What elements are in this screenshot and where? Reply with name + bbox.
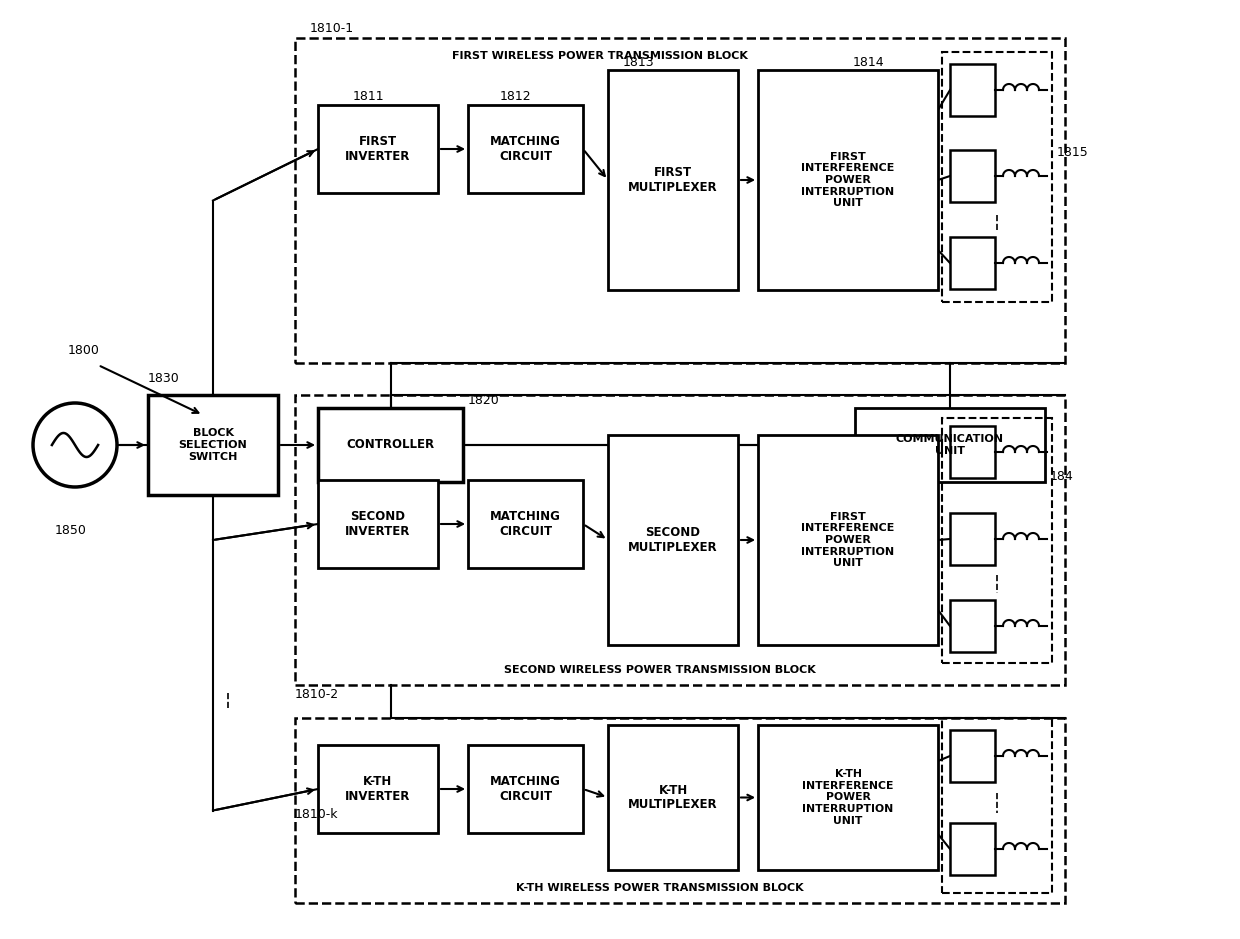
Bar [950, 237, 994, 289]
Text: MATCHING
CIRCUIT: MATCHING CIRCUIT [490, 510, 560, 538]
Text: 1812: 1812 [500, 90, 531, 103]
Bar [950, 600, 994, 652]
Bar [317, 105, 438, 193]
Bar [950, 823, 994, 875]
Text: 1814: 1814 [852, 55, 884, 69]
Bar [317, 480, 438, 568]
Text: 1820: 1820 [467, 393, 500, 407]
Text: MATCHING
CIRCUIT: MATCHING CIRCUIT [490, 775, 560, 803]
Text: FIRST
INVERTER: FIRST INVERTER [345, 135, 410, 163]
Text: 184: 184 [1050, 470, 1074, 484]
Bar [950, 150, 994, 202]
Bar [317, 745, 438, 833]
Bar [467, 105, 583, 193]
Text: K-TH
MULTIPLEXER: K-TH MULTIPLEXER [629, 783, 718, 811]
Bar [295, 718, 1065, 903]
Bar [950, 64, 994, 116]
Text: COMMUNICATION
UNIT: COMMUNICATION UNIT [897, 434, 1004, 455]
Text: K-TH
INVERTER: K-TH INVERTER [345, 775, 410, 803]
Text: BLOCK
SELECTION
SWITCH: BLOCK SELECTION SWITCH [179, 428, 247, 462]
Bar [295, 38, 1065, 363]
Text: SECOND WIRELESS POWER TRANSMISSION BLOCK: SECOND WIRELESS POWER TRANSMISSION BLOCK [505, 665, 816, 675]
Bar [950, 513, 994, 565]
Text: CONTROLLER: CONTROLLER [346, 439, 434, 452]
Bar [950, 426, 994, 478]
Text: 1810-2: 1810-2 [295, 688, 339, 701]
Bar [467, 480, 583, 568]
Text: K-TH
INTERFERENCE
POWER
INTERRUPTION
UNIT: K-TH INTERFERENCE POWER INTERRUPTION UNI… [802, 769, 894, 825]
Bar [295, 395, 1065, 685]
Text: FIRST
INTERFERENCE
POWER
INTERRUPTION
UNIT: FIRST INTERFERENCE POWER INTERRUPTION UN… [801, 512, 895, 568]
Bar [758, 435, 937, 645]
Bar [608, 725, 738, 870]
Text: SECOND
MULTIPLEXER: SECOND MULTIPLEXER [629, 526, 718, 554]
Text: 1815: 1815 [1056, 146, 1089, 159]
Bar [758, 725, 937, 870]
Text: 1800: 1800 [68, 344, 100, 357]
Bar [467, 745, 583, 833]
Bar [758, 70, 937, 290]
Text: 1813: 1813 [622, 55, 655, 69]
Text: 1830: 1830 [148, 372, 180, 384]
Text: FIRST
INTERFERENCE
POWER
INTERRUPTION
UNIT: FIRST INTERFERENCE POWER INTERRUPTION UN… [801, 152, 895, 208]
Text: 1810-k: 1810-k [295, 808, 339, 822]
Bar [148, 395, 278, 495]
Bar [317, 408, 463, 482]
Text: K-TH WIRELESS POWER TRANSMISSION BLOCK: K-TH WIRELESS POWER TRANSMISSION BLOCK [516, 883, 804, 893]
Bar [608, 435, 738, 645]
Bar [942, 52, 1052, 302]
Bar [608, 70, 738, 290]
Text: FIRST
MULTIPLEXER: FIRST MULTIPLEXER [629, 166, 718, 194]
Bar [950, 730, 994, 782]
Bar [856, 408, 1045, 482]
Text: FIRST WIRELESS POWER TRANSMISSION BLOCK: FIRST WIRELESS POWER TRANSMISSION BLOCK [453, 51, 748, 61]
Bar [942, 418, 1052, 663]
Text: MATCHING
CIRCUIT: MATCHING CIRCUIT [490, 135, 560, 163]
Text: 1850: 1850 [55, 524, 87, 536]
Text: SECOND
INVERTER: SECOND INVERTER [345, 510, 410, 538]
Text: 1810-1: 1810-1 [310, 22, 355, 35]
Text: 1811: 1811 [352, 90, 384, 103]
Bar [942, 718, 1052, 893]
